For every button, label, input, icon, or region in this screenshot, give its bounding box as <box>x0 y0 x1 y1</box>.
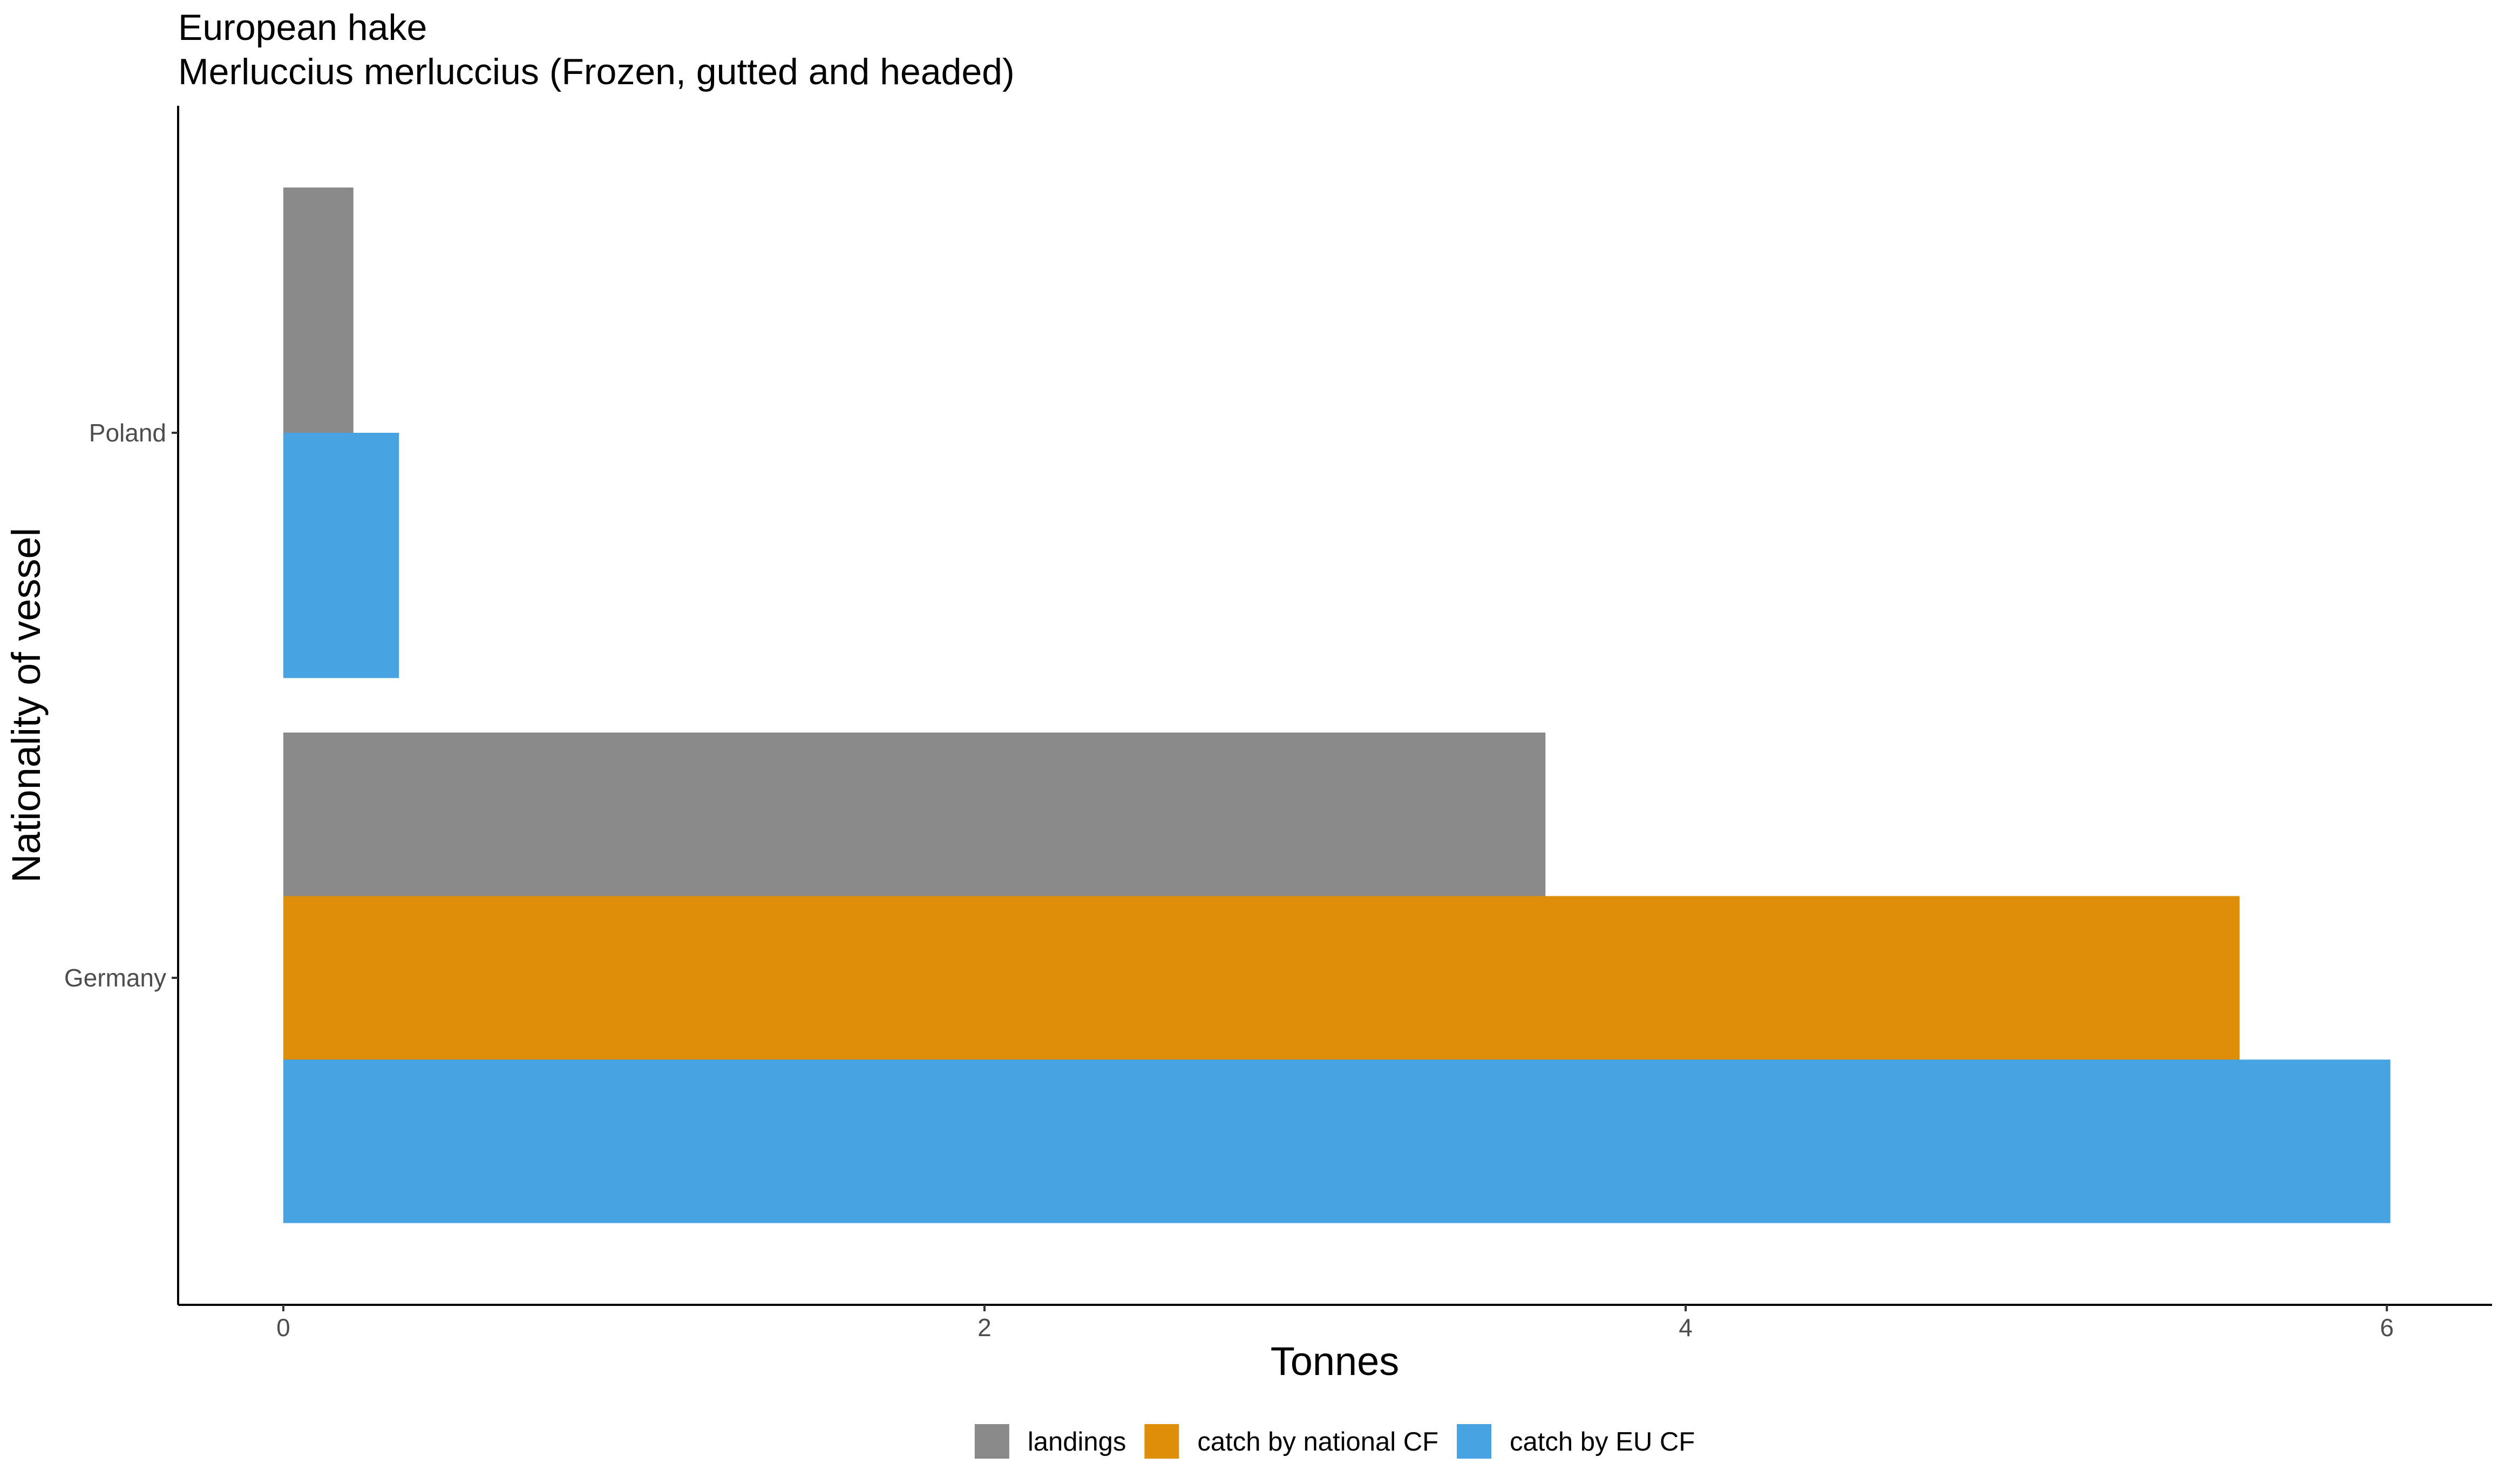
legend-key-landings <box>974 1424 1009 1459</box>
bar-germany-landings <box>283 732 1546 896</box>
chart-subtitle: Merluccius merluccius (Frozen, gutted an… <box>178 51 1015 92</box>
y-axis-ticks: Germany Poland <box>64 419 178 992</box>
y-tick-label-poland: Poland <box>89 419 166 447</box>
y-tick-label-germany: Germany <box>64 964 166 992</box>
legend-key-catch-by-national-cf <box>1144 1424 1179 1459</box>
chart-title: European hake <box>178 7 427 48</box>
x-axis-ticks: 0 2 4 6 <box>276 1305 2394 1342</box>
bar-poland-catch-by-eu-cf <box>283 433 399 678</box>
x-tick-label-4: 4 <box>1679 1313 1693 1342</box>
legend-label-catch-by-eu-cf: catch by EU CF <box>1510 1427 1695 1456</box>
bar-poland-landings <box>283 187 354 433</box>
legend-key-catch-by-eu-cf <box>1457 1424 1492 1459</box>
legend-label-catch-by-national-cf: catch by national CF <box>1197 1427 1438 1456</box>
bar-germany-catch-by-eu-cf <box>283 1059 2391 1223</box>
x-tick-label-2: 2 <box>977 1313 992 1342</box>
legend-label-landings: landings <box>1028 1427 1126 1456</box>
x-tick-label-0: 0 <box>276 1313 290 1342</box>
bars-layer <box>283 187 2391 1223</box>
y-axis-title: Nationality of vessel <box>4 528 49 883</box>
legend: landings catch by national CF catch by EU … <box>974 1424 1695 1459</box>
x-axis-title: Tonnes <box>1271 1339 1400 1384</box>
bar-germany-catch-by-national-cf <box>283 896 2240 1060</box>
x-tick-label-6: 6 <box>2380 1313 2394 1342</box>
